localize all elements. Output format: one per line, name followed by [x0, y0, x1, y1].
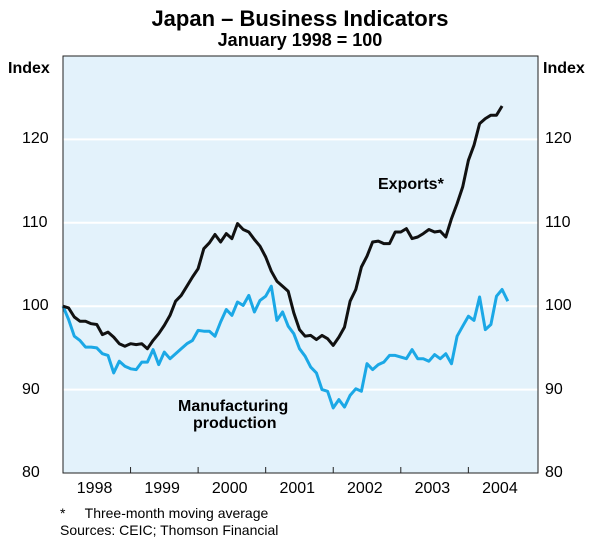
- x-tick-label: 2000: [211, 480, 248, 497]
- footnote: * Three-month moving average: [60, 505, 269, 521]
- x-tick-label: 2002: [347, 480, 383, 497]
- y-tick-label-right: 80: [545, 464, 563, 481]
- series-line-manufacturing-production: [61, 284, 510, 410]
- x-tick-label: 1998: [76, 480, 113, 497]
- x-tick-label: 1999: [144, 480, 180, 497]
- chart-subtitle: January 1998 = 100: [217, 30, 383, 50]
- series-line-exports: [62, 105, 504, 351]
- y-tick-label-left: 90: [22, 380, 40, 398]
- y-tick-label-right: 90: [545, 380, 563, 398]
- plot-background: [62, 55, 539, 474]
- y-tick-label-left: 110: [22, 213, 48, 231]
- manufacturing-annotation-line1: Manufacturing: [178, 398, 289, 415]
- sources: Sources: CEIC; Thomson Financial: [60, 522, 279, 538]
- manufacturing-annotation-line2: production: [193, 415, 277, 432]
- y-tick-label-left: 100: [22, 297, 49, 315]
- chart-title: Japan – Business Indicators: [151, 6, 449, 31]
- y-tick-label-left: 120: [22, 130, 49, 148]
- x-tick-label: 2003: [414, 480, 451, 497]
- y-tick-label-right: 110: [545, 213, 571, 231]
- y-tick-label-right: 100: [545, 297, 572, 315]
- x-tick-label: 2001: [279, 480, 316, 497]
- y-axis-label-left: Index: [8, 60, 50, 77]
- exports-annotation: Exports*: [378, 176, 444, 193]
- y-tick-label-left: 80: [22, 464, 40, 481]
- x-tick-label: 2004: [482, 480, 518, 497]
- plot-border: [62, 55, 539, 474]
- y-axis-label-right: Index: [543, 60, 585, 77]
- y-tick-label-right: 120: [545, 130, 572, 148]
